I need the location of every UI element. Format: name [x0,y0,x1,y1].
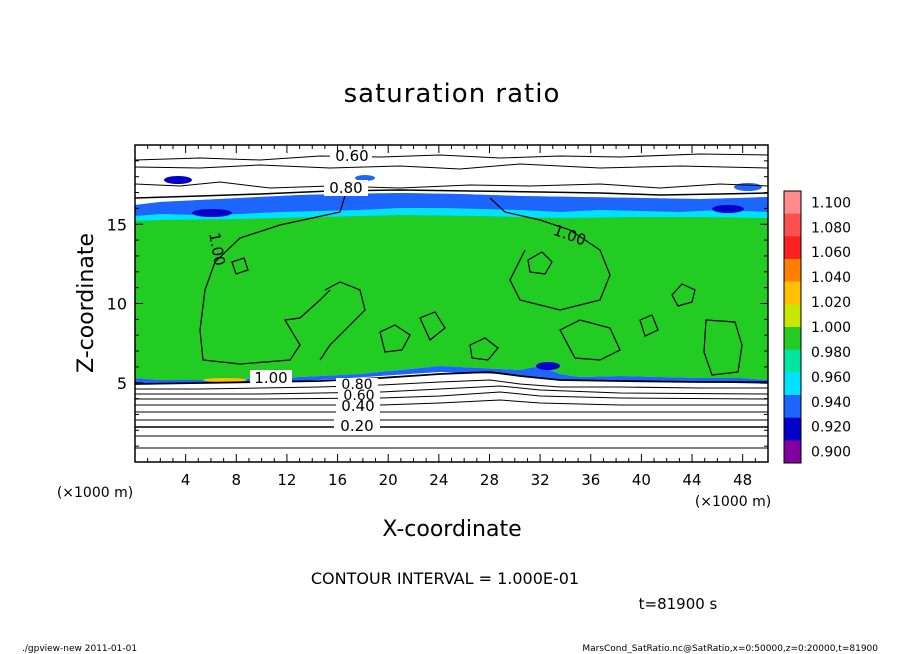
x-tick-label: 28 [480,471,499,489]
colorbar-swatch [784,281,801,305]
colorbar-label: 1.020 [811,295,851,311]
contour-label: 1.00 [254,369,287,387]
colorbar-swatch [784,372,801,396]
contour-label: 0.20 [340,417,373,435]
saturation-field-upper-band-cyan [135,208,768,221]
dark-patch [712,205,744,213]
colorbar-swatch [784,395,801,418]
colorbar-label: 0.900 [811,445,851,461]
colorbar-swatch [784,440,801,464]
x-axis: 4 8 12 16 20 24 28 32 36 40 44 48 [147,145,756,489]
contour-interval-text: CONTOUR INTERVAL = 1.000E-01 [311,569,579,588]
colorbar-swatch [784,304,801,328]
colorbar-swatch [784,213,801,237]
plot-area [134,144,769,463]
dark-patch [164,176,192,184]
y-axis-label: Z-coordinate [74,233,99,373]
contour-label: 0.60 [335,147,368,165]
x-tick-label: 48 [733,471,752,489]
colorbar-swatch [784,191,801,214]
colorbar-swatch [784,327,801,350]
colorbar-swatch [784,349,801,373]
dark-patch [355,175,375,181]
y-tick-label: 10 [107,295,127,314]
x-tick-label: 16 [328,471,347,489]
contour-label: 0.80 [329,179,362,197]
colorbar-label: 1.000 [811,320,851,336]
time-text: t=81900 s [639,595,718,613]
x-tick-label: 32 [531,471,550,489]
y-tick-label: 5 [117,374,127,393]
colorbar-label: 0.960 [811,370,851,386]
x-tick-label: 20 [379,471,398,489]
colorbar-swatch [784,236,801,260]
contour-label: 1.00 [205,231,229,267]
saturation-field-lower-band [135,366,768,384]
x-tick-label: 40 [632,471,651,489]
contours-interior [199,195,743,376]
x-tick-label: 12 [277,471,296,489]
colorbar-label: 1.100 [811,195,851,211]
colorbar: 1.100 1.080 1.060 1.040 1.020 1.000 0.980 0.960… [783,190,851,464]
chart-title: saturation ratio [344,79,561,109]
colorbar-label: 1.060 [811,245,851,261]
saturation-field-upper-band [135,193,768,216]
contour-labels: 0.60 0.80 1.00 1.00 1.00 0.80 0.60 0.40 … [205,147,588,435]
contours-lower [134,371,769,449]
x-tick-label: 24 [429,471,448,489]
footer-left: ./gpview-new 2011-01-01 [22,644,137,654]
colorbar-label: 1.040 [811,270,851,286]
contours-upper [134,153,769,199]
x-axis-label: X-coordinate [382,517,521,542]
dark-patch [203,378,247,382]
dark-patch [536,362,560,370]
x-tick-label: 44 [682,471,701,489]
colorbar-label: 0.920 [811,420,851,436]
x-tick-label: 8 [232,471,242,489]
contour-label: 0.40 [341,397,374,415]
colorbar-swatch [784,417,801,441]
footer-right: MarsCond_SatRatio.nc@SatRatio,x=0:50000,… [582,644,878,654]
colorbar-label: 1.080 [811,220,851,236]
x-unit-right: (×1000 m) [695,494,771,510]
colorbar-label: 0.940 [811,395,851,411]
colorbar-frame [783,190,802,464]
dark-patch [734,183,762,191]
colorbar-swatch [784,259,801,282]
x-tick-label: 4 [181,471,191,489]
x-tick-label: 36 [581,471,600,489]
y-axis: 5 10 15 [107,160,768,447]
colorbar-label: 0.980 [811,345,851,361]
x-unit-left: (×1000 m) [57,485,133,501]
saturation-field-green [135,193,768,380]
y-tick-label: 15 [107,215,127,234]
dark-patch [192,209,232,217]
